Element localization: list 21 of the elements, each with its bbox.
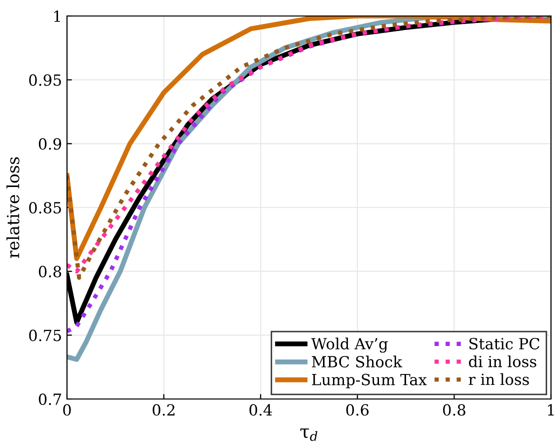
legend-label: Static PC bbox=[469, 338, 540, 350]
x-tick-label: 1 bbox=[548, 404, 554, 416]
legend-label: di in loss bbox=[468, 355, 536, 368]
y-axis-title: relative loss bbox=[6, 157, 20, 258]
x-tick-label: 0.6 bbox=[346, 404, 369, 416]
legend-label: MBC Shock bbox=[312, 356, 402, 368]
x-tick-label: 0.2 bbox=[152, 404, 174, 416]
y-tick-label: 1 bbox=[54, 10, 60, 22]
y-tick-label: 0.75 bbox=[29, 330, 61, 342]
y-tick-label: 0.8 bbox=[38, 266, 62, 278]
y-tick-label: 0.95 bbox=[29, 74, 61, 86]
y-tick-label: 0.9 bbox=[38, 138, 62, 150]
legend-label: Lump-Sum Tax bbox=[312, 374, 427, 388]
x-axis-title: τ$_{d}$ bbox=[300, 428, 318, 441]
y-tick-label: 0.7 bbox=[38, 393, 62, 406]
x-tick-label: 0.8 bbox=[443, 404, 466, 416]
y-tick-label: 0.85 bbox=[29, 202, 61, 214]
x-tick-label: 0 bbox=[63, 404, 71, 416]
x-tick-label: 0.4 bbox=[249, 404, 272, 416]
legend-label: Wold Av’g bbox=[311, 338, 388, 353]
legend-label: r in loss bbox=[468, 373, 529, 386]
